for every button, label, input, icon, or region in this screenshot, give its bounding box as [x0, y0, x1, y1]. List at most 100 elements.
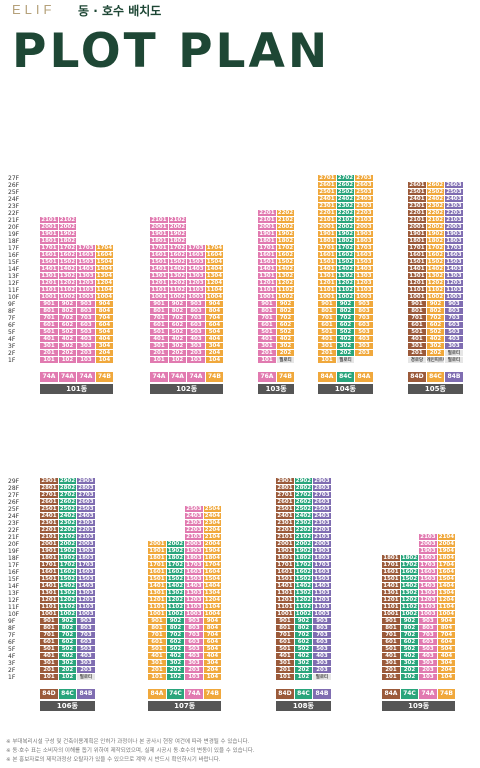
- unit-cell: 2302: [58, 520, 77, 527]
- unit-cell: 1701: [40, 562, 58, 569]
- unit-cell: 1401: [276, 583, 294, 590]
- unit-cell: 2501: [276, 506, 294, 513]
- unit-cell: 1102: [166, 604, 185, 611]
- unit-cell: 501: [382, 646, 400, 653]
- unit-cell: 1802: [400, 555, 419, 562]
- unit-cell: 2404: [203, 513, 222, 520]
- unit-cell: 2102: [336, 217, 355, 224]
- unit-cell: 304: [95, 343, 114, 350]
- unit-cell: 1302: [58, 273, 77, 280]
- unit-type-label: 74A: [150, 372, 168, 382]
- unit-type-label: 84D: [276, 689, 294, 699]
- unit-cell: 2203: [77, 527, 95, 534]
- unit-cell: 1901: [276, 548, 294, 555]
- unit-cell: 1503: [355, 259, 373, 266]
- unit-cell: 1101: [258, 287, 276, 294]
- unit-cell: 1204: [437, 597, 456, 604]
- unit-cell: 201: [382, 667, 400, 674]
- unit-cell: 1701: [258, 245, 276, 252]
- unit-cell: 903: [445, 301, 463, 308]
- unit-cell: 1201: [148, 597, 166, 604]
- unit-cell: 2002: [294, 541, 313, 548]
- unit-cell: 201: [40, 667, 58, 674]
- unit-cell: 1802: [58, 555, 77, 562]
- unit-cell: 2001: [318, 224, 336, 231]
- unit-cell: 1804: [437, 555, 456, 562]
- unit-cell: 2001: [258, 224, 276, 231]
- unit-cell: 1303: [355, 273, 373, 280]
- unit-cell: 1603: [419, 569, 437, 576]
- unit-cell: 1402: [168, 266, 187, 273]
- unit-cell: 204: [437, 667, 456, 674]
- unit-cell: 2303: [445, 203, 463, 210]
- unit-cell: 1003: [313, 611, 331, 618]
- unit-cell: 2402: [426, 196, 445, 203]
- unit-cell: 2703: [355, 175, 373, 182]
- unit-cell: 302: [426, 343, 445, 350]
- unit-cell: 303: [313, 660, 331, 667]
- unit-cell: 1903: [355, 231, 373, 238]
- unit-cell: 1101: [40, 287, 58, 294]
- unit-cell: 603: [185, 639, 203, 646]
- unit-cell: 902: [294, 618, 313, 625]
- amenity-cell: 개인피트니스: [426, 357, 445, 364]
- unit-cell: 2701: [276, 492, 294, 499]
- unit-cell: 1604: [95, 252, 114, 259]
- unit-cell: 403: [419, 653, 437, 660]
- unit-cell: 903: [313, 618, 331, 625]
- unit-cell: 2503: [313, 506, 331, 513]
- unit-cell: 1704: [203, 562, 222, 569]
- unit-cell: 1402: [276, 266, 295, 273]
- unit-cell: 1902: [336, 231, 355, 238]
- unit-cell: 1703: [313, 562, 331, 569]
- unit-cell: 703: [445, 315, 463, 322]
- unit-cell: 2002: [168, 224, 187, 231]
- unit-cell: 904: [203, 618, 222, 625]
- unit-cell: 1301: [408, 273, 426, 280]
- floor-label: 24F: [8, 196, 20, 203]
- unit-cell: 1202: [58, 597, 77, 604]
- floor-label: 26F: [8, 182, 20, 189]
- unit-cell: 1102: [400, 604, 419, 611]
- amenity-cell: 필로티: [445, 350, 463, 357]
- unit-cell: 1404: [437, 583, 456, 590]
- unit-cell: 1802: [276, 238, 295, 245]
- unit-cell: 601: [150, 322, 168, 329]
- unit-cell: 101: [318, 357, 336, 364]
- floor-label: 17F: [8, 245, 20, 252]
- unit-cell: 204: [203, 667, 222, 674]
- unit-cell: 2102: [294, 534, 313, 541]
- unit-cell: 1603: [77, 569, 95, 576]
- unit-cell: 1202: [166, 597, 185, 604]
- unit-cell: 1801: [258, 238, 276, 245]
- unit-cell: 1802: [168, 238, 187, 245]
- unit-cell: 1601: [258, 252, 276, 259]
- unit-cell: 1703: [77, 562, 95, 569]
- unit-cell: 2301: [40, 520, 58, 527]
- unit-cell: 401: [318, 336, 336, 343]
- unit-cell: 803: [187, 308, 205, 315]
- unit-cell: 501: [148, 646, 166, 653]
- unit-cell: 2403: [355, 196, 373, 203]
- unit-cell: 1003: [445, 294, 463, 301]
- unit-cell: 503: [185, 646, 203, 653]
- unit-cell: 1202: [168, 280, 187, 287]
- building-name: 101동: [40, 384, 114, 394]
- unit-cell: 1702: [336, 245, 355, 252]
- unit-cell: 1503: [187, 259, 205, 266]
- unit-cell: 1401: [258, 266, 276, 273]
- unit-cell: 603: [77, 639, 95, 646]
- unit-cell: 702: [276, 315, 295, 322]
- floor-label: 23F: [8, 203, 20, 210]
- unit-cell: 301: [40, 660, 58, 667]
- unit-cell: 2603: [313, 499, 331, 506]
- unit-cell: 1903: [185, 548, 203, 555]
- unit-cell: 1103: [77, 287, 95, 294]
- unit-type-label: 84C: [426, 372, 445, 382]
- unit-cell: 1102: [168, 287, 187, 294]
- unit-cell: 502: [400, 646, 419, 653]
- unit-cell: 702: [166, 632, 185, 639]
- unit-cell: 203: [419, 667, 437, 674]
- floor-label: 3F: [8, 660, 16, 667]
- unit-cell: 403: [185, 653, 203, 660]
